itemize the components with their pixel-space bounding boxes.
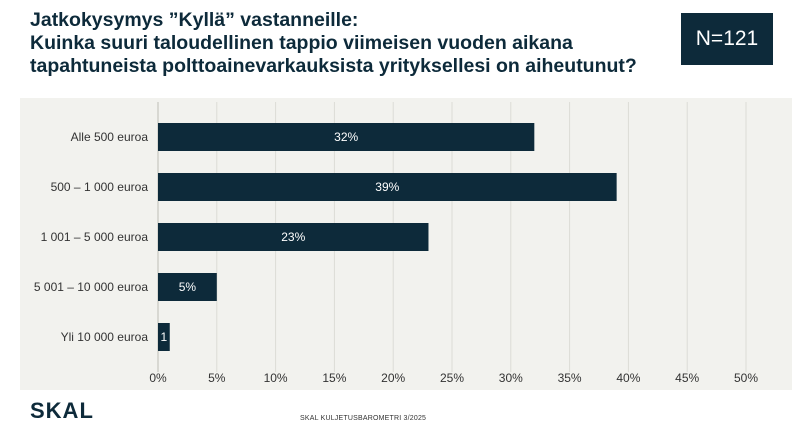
category-label: 1 001 – 5 000 euroa xyxy=(41,230,149,244)
data-label: 1 xyxy=(161,330,168,344)
x-tick-label: 5% xyxy=(208,371,226,385)
bar xyxy=(158,173,617,201)
x-tick-label: 50% xyxy=(734,371,758,385)
chart-title: Jatkokysymys ”Kyllä” vastanneille: Kuink… xyxy=(30,9,670,78)
skal-logo: SKAL xyxy=(30,398,94,423)
bar xyxy=(158,123,535,151)
footer-source: SKAL KULJETUSBAROMETRI 3/2025 xyxy=(300,415,427,422)
data-label: 32% xyxy=(334,130,358,144)
x-tick-label: 45% xyxy=(675,371,699,385)
data-label: 5% xyxy=(179,280,197,294)
x-tick-label: 0% xyxy=(149,371,167,385)
data-label: 39% xyxy=(375,180,399,194)
x-tick-label: 20% xyxy=(381,371,405,385)
x-tick-label: 15% xyxy=(322,371,346,385)
category-label: Yli 10 000 euroa xyxy=(61,330,149,344)
sample-size-badge: N=121 xyxy=(681,13,773,65)
x-axis-ticks: 0% 5% 10% 15% 20% 25% 30% 35% 40% 45% 50% xyxy=(149,371,758,385)
bar xyxy=(158,223,429,251)
bar xyxy=(158,273,217,301)
data-label: 23% xyxy=(281,230,305,244)
category-label: 500 – 1 000 euroa xyxy=(51,180,149,194)
x-tick-label: 10% xyxy=(264,371,288,385)
category-label: 5 001 – 10 000 euroa xyxy=(34,280,148,294)
x-tick-label: 30% xyxy=(499,371,523,385)
x-tick-label: 40% xyxy=(616,371,640,385)
title-line-3: tapahtuneista polttoainevarkauksista yri… xyxy=(30,55,637,77)
x-tick-label: 25% xyxy=(440,371,464,385)
category-label: Alle 500 euroa xyxy=(71,130,149,144)
category-labels: Alle 500 euroa 500 – 1 000 euroa 1 001 – 5… xyxy=(34,130,148,344)
bar xyxy=(158,323,170,351)
title-line-1: Jatkokysymys ”Kyllä” vastanneille: xyxy=(30,9,359,31)
title-line-2: Kuinka suuri taloudellinen tappio viimei… xyxy=(30,32,573,54)
bars: 32% 39% 23% 5% 1 xyxy=(158,123,617,351)
x-tick-label: 35% xyxy=(558,371,582,385)
